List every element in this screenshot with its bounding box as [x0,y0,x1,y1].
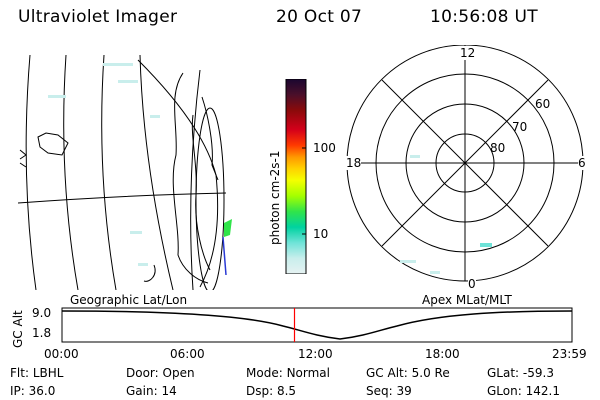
aurora-speck [118,80,138,83]
mlt-label-18: 18 [346,156,362,170]
polar-panel-label: Apex MLat/MLT [422,293,512,307]
aurora-edge [222,236,227,276]
info-value: 142.1 [525,384,560,398]
colorbar-unit-label: photon cm-2s-1 [268,150,282,246]
meridian-line [101,55,117,290]
geographic-map [18,55,232,290]
info-label: Door: [126,366,159,380]
colorbar-scale [285,79,307,274]
info-ip: IP: 36.0 [10,384,55,398]
colorbar [285,79,307,274]
coastline [172,72,209,284]
meridian-line [25,55,37,290]
mlt-label-6: 6 [578,156,586,170]
time-label: 10:56:08 UT [430,7,538,27]
geographic-panel-label: Geographic Lat/Lon [70,293,188,307]
meridian-line [63,55,79,290]
mlat-label-70: 70 [512,120,528,134]
info-value: Open [162,366,195,380]
aurora-speck [410,155,420,158]
info-value: 39 [396,384,412,398]
info-dsp: Dsp: 8.5 [246,384,296,398]
mlt-label-0: 0 [468,277,476,291]
timeline-xtick: 06:00 [170,347,205,361]
coastline [201,96,219,181]
mlt-diagonal [381,79,549,247]
info-label: GLat: [487,366,520,380]
info-gcalt: GC Alt: 5.0 Re [366,366,450,380]
aurora-specks [48,63,160,266]
colorbar-tick-label: 100 [313,141,336,155]
altitude-timeline [61,307,573,343]
info-label: Dsp: [246,384,274,398]
info-flt: Flt: LBHL [10,366,63,380]
aurora-speck [150,115,160,118]
polar-plot [346,45,584,282]
info-label: Gain: [126,384,158,398]
meridian-line [190,69,201,290]
mlat-label-60: 60 [535,97,551,111]
info-value: 14 [161,384,177,398]
aurora-speck [480,243,492,247]
timeline-xtick: 00:00 [44,347,79,361]
date-label: 20 Oct 07 [276,7,363,27]
timeline-ytick: 1.8 [32,326,52,340]
info-label: GLon: [487,384,522,398]
info-value: Normal [286,366,330,380]
timeline-xtick: 12:00 [298,347,333,361]
aurora-speck [400,260,416,263]
info-glat: GLat: -59.3 [487,366,554,380]
parallel-line [18,192,227,204]
info-value: 36.0 [28,384,56,398]
info-value: 8.5 [276,384,297,398]
info-gain: Gain: 14 [126,384,177,398]
aurora-bright-spot [224,219,232,237]
info-glon: GLon: 142.1 [487,384,560,398]
info-label: Mode: [246,366,283,380]
timeline-ylabel: GC Alt [11,310,25,348]
coastline [143,264,156,282]
mlat-label-80: 80 [490,141,506,155]
info-door: Door: Open [126,366,195,380]
info-label: IP: [10,384,25,398]
timeline-ytick: 9.0 [32,306,52,320]
aurora-speck [430,271,440,274]
info-label: Flt: [10,366,29,380]
info-mode: Mode: Normal [246,366,330,380]
info-value: LBHL [32,366,64,380]
instrument-title: Ultraviolet Imager [18,7,178,27]
timeline-xtick: 23:59 [552,347,587,361]
coastline [191,114,211,271]
altitude-curve [61,310,573,340]
aurora-speck [103,63,133,66]
colorbar-tick-label: 10 [313,227,329,241]
aurora-speck [48,95,66,98]
aurora-speck [138,263,148,266]
timeline-xtick: 18:00 [425,347,460,361]
coastline [37,132,69,156]
info-label: Seq: [366,384,393,398]
info-value: 5.0 Re [411,366,450,380]
mlt-label-12: 12 [460,46,476,60]
info-value: -59.3 [522,366,554,380]
info-label: GC Alt: [366,366,408,380]
info-seq: Seq: 39 [366,384,412,398]
coastline [19,149,27,168]
meridian-line [139,55,174,290]
aurora-speck [130,231,142,234]
